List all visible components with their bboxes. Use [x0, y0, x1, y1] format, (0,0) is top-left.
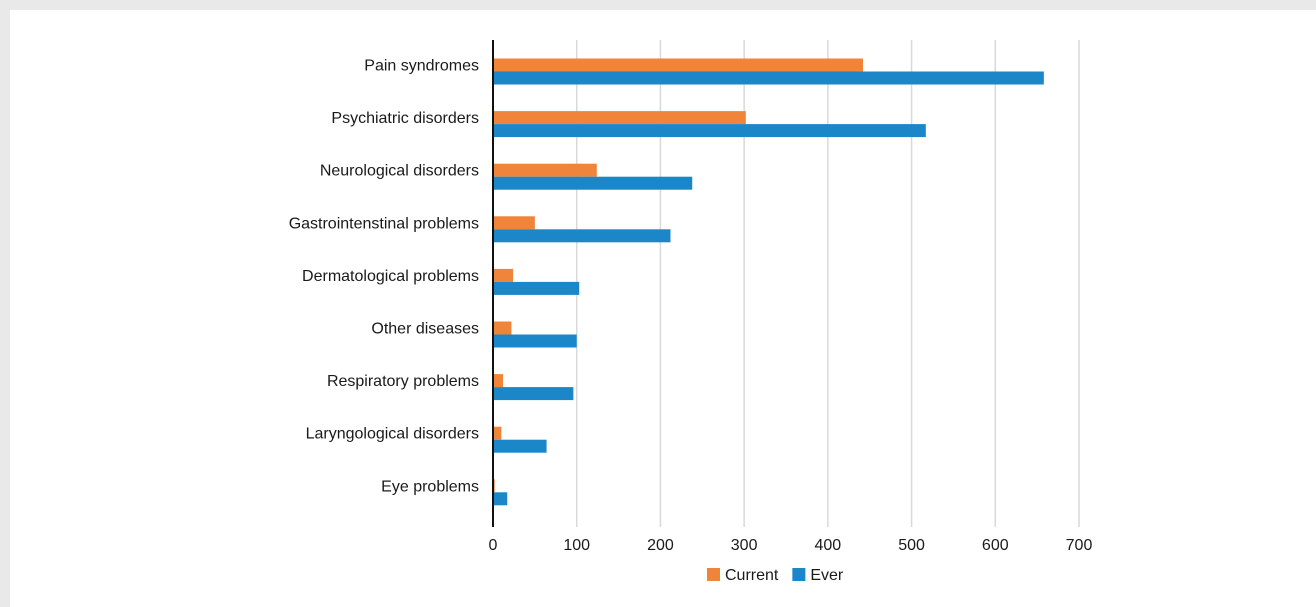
category-label-eye-problems: Eye problems	[381, 478, 479, 495]
bar-current-dermatological-problems	[493, 268, 514, 282]
legend-swatch-current	[707, 568, 720, 581]
bar-chart: Pain syndromes Psychiatric disorders Neuro…	[289, 40, 1093, 584]
category-label-respiratory-problems: Respiratory problems	[327, 373, 479, 390]
x-tick-label-600: 600	[982, 537, 1009, 554]
category-label-neurological-disorders: Neurological disorders	[320, 163, 479, 180]
x-tick-label-200: 200	[647, 537, 674, 554]
legend-swatch-ever	[792, 568, 806, 581]
bar-ever-neurological-disorders	[493, 176, 693, 190]
legend: Current Ever	[707, 567, 844, 584]
bar-ever-pain-syndromes	[493, 71, 1044, 85]
category-labels: Pain syndromes Psychiatric disorders Neuro…	[289, 58, 479, 496]
bar-ever-gastrointenstinal-problems	[493, 229, 671, 243]
bar-ever-respiratory-problems	[493, 387, 574, 401]
bars	[493, 58, 1044, 506]
chart-panel: Pain syndromes Psychiatric disorders Neuro…	[10, 10, 1316, 607]
category-label-psychiatric-disorders: Psychiatric disorders	[331, 110, 479, 127]
legend-label-ever: Ever	[810, 567, 844, 584]
x-tick-label-500: 500	[898, 537, 925, 554]
bar-current-gastrointenstinal-problems	[493, 216, 535, 230]
bar-current-respiratory-problems	[493, 374, 504, 388]
bar-ever-eye-problems	[493, 492, 508, 506]
bar-current-neurological-disorders	[493, 163, 597, 177]
x-tick-labels: 0 100 200 300 400 500 600 700	[489, 537, 1093, 554]
x-tick-label-400: 400	[815, 537, 842, 554]
bar-current-other-diseases	[493, 321, 512, 335]
x-tick-label-700: 700	[1066, 537, 1093, 554]
category-label-gastrointenstinal-problems: Gastrointenstinal problems	[289, 215, 479, 232]
bar-current-laryngological-disorders	[493, 426, 502, 440]
bar-current-psychiatric-disorders	[493, 111, 746, 125]
category-label-pain-syndromes: Pain syndromes	[364, 58, 479, 75]
x-tick-label-300: 300	[731, 537, 758, 554]
x-tick-label-100: 100	[563, 537, 590, 554]
bar-current-pain-syndromes	[493, 58, 864, 72]
bar-ever-psychiatric-disorders	[493, 124, 926, 138]
bar-ever-dermatological-problems	[493, 281, 580, 295]
legend-label-current: Current	[725, 567, 779, 584]
bar-ever-other-diseases	[493, 334, 577, 348]
category-label-dermatological-problems: Dermatological problems	[302, 268, 479, 285]
x-tick-label-0: 0	[489, 537, 498, 554]
category-label-laryngological-disorders: Laryngological disorders	[306, 426, 479, 443]
bar-ever-laryngological-disorders	[493, 439, 547, 453]
category-label-other-diseases: Other diseases	[371, 321, 479, 338]
